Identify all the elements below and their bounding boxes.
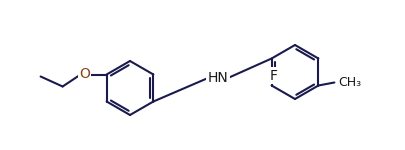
Text: F: F xyxy=(270,69,277,82)
Text: HN: HN xyxy=(208,71,228,85)
Text: O: O xyxy=(79,68,90,81)
Text: CH₃: CH₃ xyxy=(339,76,362,89)
